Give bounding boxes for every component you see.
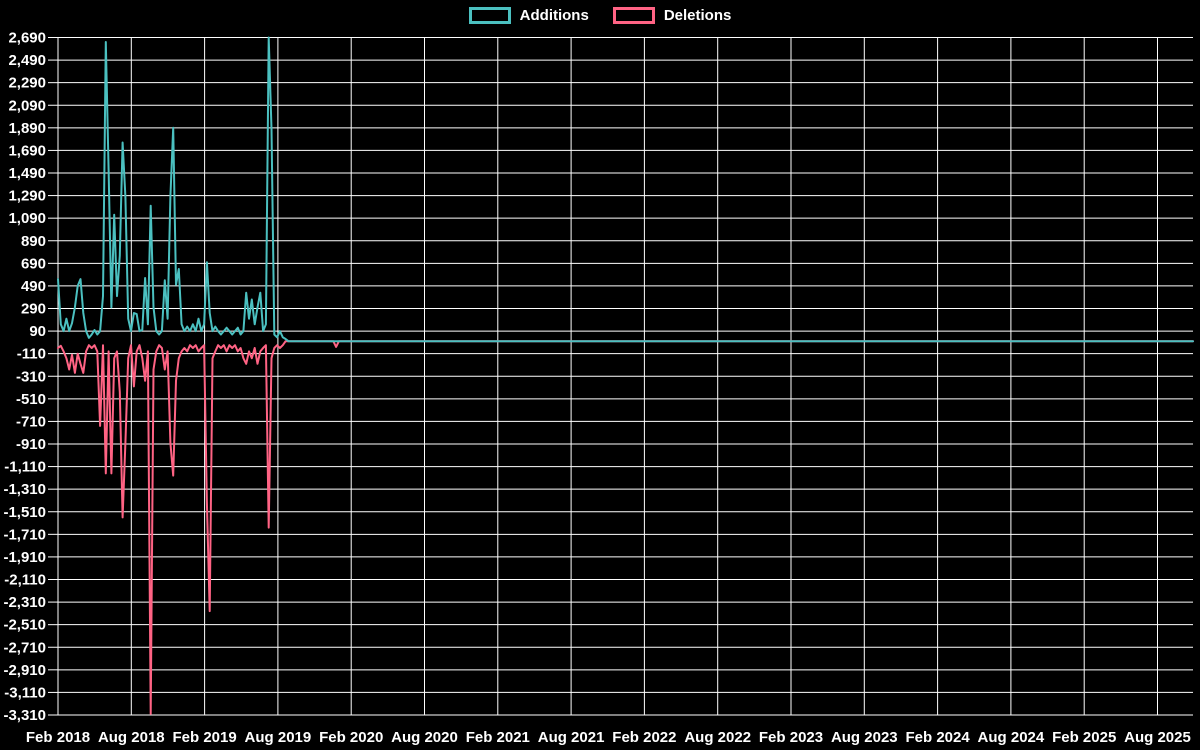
y-tick-label: -1,510 (3, 504, 46, 521)
y-tick-label: 90 (29, 323, 46, 340)
x-tick-label: Aug 2025 (1124, 729, 1191, 746)
y-tick-label: -110 (17, 346, 46, 363)
x-axis-labels: Feb 2018 Aug 2018 Feb 2019 Aug 2019 Feb 2020… (26, 729, 1191, 746)
legend-item-deletions[interactable]: Deletions (612, 7, 732, 24)
y-tick-label: 290 (21, 301, 46, 318)
y-tick-label: 1,890 (8, 120, 46, 137)
y-tick-label: 490 (21, 278, 46, 295)
y-tick-label: -2,110 (4, 572, 46, 589)
x-gridlines (57, 37, 1158, 715)
x-tick-label: Feb 2022 (612, 729, 676, 746)
x-tick-label: Aug 2020 (391, 729, 458, 746)
y-tick-label: 2,490 (8, 52, 46, 69)
y-tick-label: 1,290 (8, 188, 46, 205)
y-tick-label: -1,110 (4, 459, 46, 476)
legend-deletions-label: Deletions (663, 7, 732, 24)
y-tick-label: 2,690 (8, 30, 46, 47)
additions-line (57, 36, 1194, 343)
y-tick-label: -1,310 (3, 481, 46, 498)
y-tick-label: -310 (16, 368, 46, 385)
y-tick-label: -1,910 (3, 549, 46, 566)
chart-legend: Additions Deletions (0, 7, 1200, 24)
y-tick-label: -2,310 (3, 594, 46, 611)
y-tick-label: 2,290 (8, 75, 46, 92)
y-tick-label: -910 (16, 436, 46, 453)
y-tick-label: 2,090 (8, 97, 46, 114)
x-tick-label: Aug 2021 (538, 729, 605, 746)
x-tick-label: Aug 2023 (831, 729, 898, 746)
x-tick-label: Feb 2021 (466, 729, 530, 746)
y-tick-label: 890 (21, 233, 46, 250)
x-tick-label: Aug 2019 (245, 729, 312, 746)
y-tick-label: -2,710 (3, 639, 46, 656)
deletions-line (57, 340, 1194, 715)
y-tick-label: -710 (16, 413, 46, 430)
x-tick-label: Feb 2024 (905, 729, 970, 746)
y-gridlines (48, 37, 1193, 716)
y-tick-label: 1,690 (8, 142, 46, 159)
y-tick-label: -510 (16, 391, 46, 408)
x-tick-label: Feb 2020 (319, 729, 383, 746)
x-tick-label: Feb 2018 (26, 729, 90, 746)
x-tick-label: Aug 2024 (978, 729, 1045, 746)
y-tick-label: -3,310 (3, 707, 46, 724)
x-tick-label: Feb 2019 (172, 729, 236, 746)
y-tick-label: -2,510 (3, 617, 46, 634)
y-tick-label: -2,910 (3, 662, 46, 679)
legend-additions-label: Additions (519, 7, 589, 24)
x-tick-label: Feb 2025 (1052, 729, 1116, 746)
x-tick-label: Aug 2018 (98, 729, 165, 746)
x-tick-label: Aug 2022 (684, 729, 751, 746)
y-tick-label: -1,710 (3, 526, 46, 543)
y-tick-label: 1,090 (8, 210, 46, 227)
y-tick-label: -3,110 (4, 684, 46, 701)
additions-swatch-icon (468, 7, 511, 24)
y-tick-label: 1,490 (8, 165, 46, 182)
y-tick-label: 690 (21, 255, 46, 272)
deletions-swatch-icon (612, 7, 655, 24)
legend-item-additions[interactable]: Additions (468, 7, 589, 24)
x-tick-label: Feb 2023 (759, 729, 823, 746)
y-axis-labels: 2,690 2,490 2,290 2,090 1,890 1,690 1,490 1,290… (3, 30, 46, 725)
